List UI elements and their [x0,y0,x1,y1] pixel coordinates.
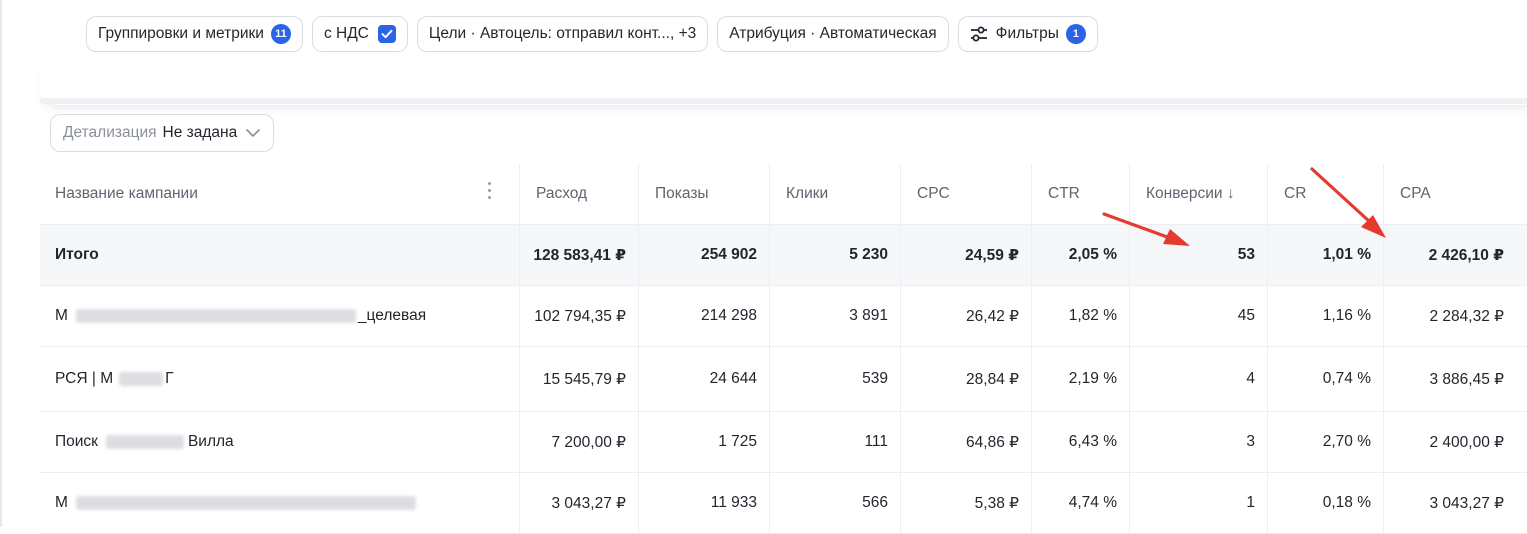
column-header-cr[interactable]: CR [1268,164,1384,224]
table-cell: 3 891 [770,286,901,346]
table-cell: 254 902 [639,225,770,285]
table-cell: 64,86 ₽ [901,412,1032,472]
table-cell: 2 284,32 ₽ [1429,307,1504,325]
filters-count-badge: 1 [1065,24,1086,44]
redacted-text [75,309,356,323]
column-header-impressions[interactable]: Показы [639,164,770,224]
table-cell: 5 230 [770,225,901,285]
detail-label: Детализация [63,124,157,141]
column-header-conversions[interactable]: Конверсии ↓ [1130,164,1268,224]
table-cell: 2 426,10 ₽ [1428,246,1504,264]
table-cell: 53 [1130,225,1268,285]
groupings-count-badge: 11 [270,24,291,44]
table-cell: 1,01 % [1268,225,1384,285]
table-row[interactable]: РСЯ | М Г 15 545,79 ₽ 24 644 539 28,84 ₽… [40,347,1527,412]
table-cell: 2,70 % [1268,412,1384,472]
table-cell: 5,38 ₽ [901,473,1032,533]
goals-button[interactable]: Цели · Автоцель: отправил конт..., +3 [416,16,709,52]
campaign-name-suffix: Г [165,370,174,387]
table-cell: 0,74 % [1268,347,1384,411]
campaign-name-suffix: _целевая [357,307,427,324]
campaign-name-prefix: РСЯ | М [55,370,114,387]
section-divider [40,98,1527,104]
detail-value: Не задана [162,124,238,141]
table-cell: 15 545,79 ₽ [520,347,639,411]
table-cell: 128 583,41 ₽ [520,225,639,285]
table-cell: 3 [1130,412,1268,472]
checkbox-checked-icon[interactable] [377,25,396,43]
table-cell: 26,42 ₽ [901,286,1032,346]
table-cell: 102 794,35 ₽ [520,286,639,346]
table-row[interactable]: Поиск Вилла 7 200,00 ₽ 1 725 111 64,86 ₽… [40,412,1527,473]
table-cell: 3 043,27 ₽ [520,473,639,533]
column-header-ctr[interactable]: CTR [1032,164,1130,224]
campaign-stats-table: Название кампании Расход Показы Клики CP… [40,164,1527,534]
table-cell: 3 043,27 ₽ [1429,494,1504,512]
redacted-text [119,372,164,386]
table-cell: 214 298 [639,286,770,346]
table-cell: 1,16 % [1268,286,1384,346]
table-cell: 1 725 [639,412,770,472]
goals-label: Цели · Автоцель: отправил конт..., +3 [428,25,697,42]
table-cell: 1,82 % [1032,286,1130,346]
campaign-name[interactable]: М _целевая [40,286,520,346]
redacted-text [105,435,184,449]
column-header-cpc[interactable]: CPC [901,164,1032,224]
chevron-down-icon [245,128,261,138]
left-border [0,0,2,527]
table-cell: 2,05 % [1032,225,1130,285]
campaign-name-prefix: М [55,307,68,324]
table-cell: 2,19 % [1032,347,1130,411]
campaign-name[interactable]: Поиск Вилла [40,412,520,472]
column-header-spend[interactable]: Расход [520,164,639,224]
table-cell: 45 [1130,286,1268,346]
table-cell: 566 [770,473,901,533]
table-row[interactable]: М 3 043,27 ₽ 11 933 566 5,38 ₽ 4,74 % 1 … [40,473,1527,534]
campaign-name-prefix: Поиск [55,433,98,450]
sliders-icon [970,26,988,42]
more-vertical-icon[interactable] [488,182,491,199]
table-cell: 2 400,00 ₽ [1429,433,1504,451]
table-cell: 111 [770,412,901,472]
filters-button[interactable]: Фильтры 1 [957,16,1098,52]
table-cell: 3 886,45 ₽ [1429,370,1504,388]
table-header-row: Название кампании Расход Показы Клики CP… [40,164,1527,225]
table-cell: 0,18 % [1268,473,1384,533]
campaign-name[interactable]: М [40,473,520,533]
table-cell: 539 [770,347,901,411]
groupings-label: Группировки и метрики [98,25,264,42]
campaign-name-prefix: М [55,494,68,511]
table-cell: 11 933 [639,473,770,533]
detail-select[interactable]: Детализация Не задана [50,114,275,152]
attribution-button[interactable]: Атрибуция · Автоматическая [717,16,949,52]
campaign-name[interactable]: РСЯ | М Г [40,347,520,411]
vat-toggle[interactable]: с НДС [311,16,408,52]
table-cell: 4,74 % [1032,473,1130,533]
table-row[interactable]: М _целевая 102 794,35 ₽ 214 298 3 891 26… [40,286,1527,347]
table-cell: 24 644 [639,347,770,411]
table-total-row: Итого 128 583,41 ₽ 254 902 5 230 24,59 ₽… [40,225,1527,286]
table-cell: 24,59 ₽ [901,225,1032,285]
redacted-text [75,496,416,510]
table-cell: 28,84 ₽ [901,347,1032,411]
vat-label: с НДС [323,25,369,42]
column-header-cpa[interactable]: CPA [1400,185,1431,202]
table-cell: 1 [1130,473,1268,533]
column-header-label: Название кампании [55,185,198,202]
campaign-name-suffix: Вилла [187,433,234,450]
filters-label: Фильтры [995,25,1059,42]
table-cell: 7 200,00 ₽ [520,412,639,472]
table-cell: 6,43 % [1032,412,1130,472]
column-header-campaign[interactable]: Название кампании [40,164,520,224]
table-cell: 4 [1130,347,1268,411]
total-label: Итого [40,225,520,285]
column-header-clicks[interactable]: Клики [770,164,901,224]
report-toolbar: Группировки и метрики 11 с НДС Цели · Ав… [86,14,1098,54]
attribution-label: Атрибуция · Автоматическая [729,25,937,42]
groupings-metrics-button[interactable]: Группировки и метрики 11 [86,16,303,52]
